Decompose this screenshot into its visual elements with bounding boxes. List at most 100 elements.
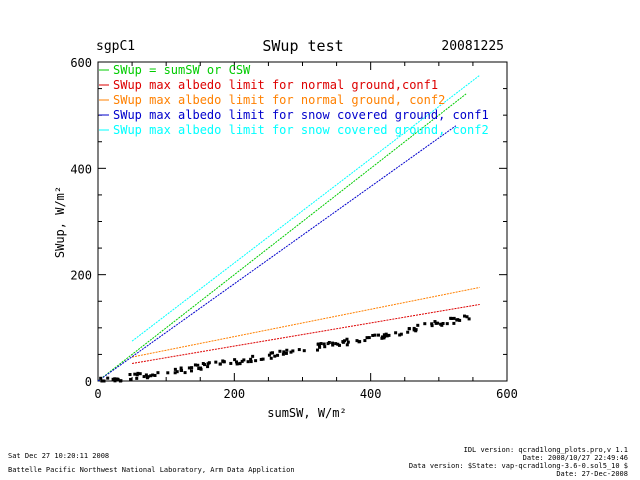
data-point	[133, 372, 137, 376]
data-point	[316, 348, 320, 352]
x-axis-label: sumSW, W/m²	[267, 406, 346, 420]
data-point	[238, 362, 242, 366]
lab-credit: Battelle Pacific Northwest National Labo…	[8, 466, 295, 474]
idl-version: IDL version: qcrad1long_plots.pro,v 1.1	[463, 446, 628, 454]
data-point	[334, 342, 338, 346]
data-point	[183, 371, 187, 375]
data-point	[206, 362, 210, 366]
data-point	[222, 360, 226, 364]
data-point	[271, 351, 275, 355]
data-point	[111, 377, 115, 381]
data-point	[197, 367, 201, 371]
data-point	[382, 336, 386, 340]
data-point	[128, 373, 132, 377]
data-point	[363, 339, 367, 343]
data-point	[173, 367, 177, 371]
data-point	[336, 342, 340, 346]
data-point	[318, 345, 322, 349]
data-point	[394, 331, 398, 335]
data-point	[99, 376, 103, 380]
data-point	[345, 337, 349, 341]
data-point	[135, 376, 139, 380]
data-point	[187, 366, 191, 370]
x-tick-label: 200	[223, 387, 245, 401]
data-point	[149, 374, 153, 378]
data-point	[153, 373, 157, 377]
data-point	[285, 348, 289, 352]
data-point	[302, 349, 306, 353]
data-point	[377, 333, 381, 337]
series-line-1	[131, 303, 480, 364]
data-point	[412, 326, 416, 330]
data-point	[138, 372, 142, 376]
data-point	[284, 351, 288, 355]
data-point	[365, 336, 369, 340]
data-point	[269, 356, 273, 360]
data-point	[445, 322, 449, 326]
data-point	[449, 316, 453, 320]
data-point	[317, 344, 321, 348]
data-point	[240, 359, 244, 363]
data-point	[235, 362, 239, 366]
data-point	[276, 353, 280, 357]
data-point	[458, 318, 462, 322]
data-point	[106, 376, 110, 380]
series-line-4	[131, 74, 481, 342]
data-point	[399, 332, 403, 336]
data-point	[273, 354, 277, 358]
data-point	[355, 339, 359, 343]
data-point	[323, 345, 327, 349]
data-point	[102, 379, 106, 383]
data-point	[193, 363, 197, 367]
data-point	[115, 377, 119, 381]
data-point	[373, 333, 377, 337]
data-point	[254, 359, 258, 363]
data-point	[319, 342, 323, 346]
timestamp: Sat Dec 27 10:20:11 2008	[8, 452, 110, 460]
legend-entry: SWup = sumSW or CSW	[113, 63, 251, 77]
data-point	[341, 340, 345, 344]
data-point	[380, 335, 384, 339]
data-point	[367, 336, 371, 340]
data-point	[452, 321, 456, 325]
legend-entry: SWup max albedo limit for normal ground,…	[113, 93, 445, 107]
data-point	[145, 376, 149, 380]
data-point	[100, 379, 104, 383]
data-point	[214, 360, 218, 364]
data-point	[455, 318, 459, 322]
data-point	[407, 327, 411, 331]
data-point	[203, 363, 207, 367]
data-point	[331, 341, 335, 345]
data-point	[144, 373, 148, 377]
data-point	[430, 322, 434, 326]
data-point	[387, 333, 391, 337]
series-line-2	[131, 286, 480, 358]
data-point	[119, 379, 123, 383]
axes	[97, 61, 508, 382]
data-point	[406, 330, 410, 334]
data-point	[261, 357, 265, 361]
data-point	[259, 357, 263, 361]
data-point	[196, 363, 200, 367]
data-point	[129, 377, 133, 381]
data-point	[382, 333, 386, 337]
data-point	[142, 375, 146, 379]
data-point	[398, 333, 402, 337]
data-point	[414, 328, 418, 332]
data-point	[452, 316, 456, 320]
data-point	[267, 353, 271, 357]
y-tick-label: 600	[70, 56, 92, 70]
data-point	[278, 349, 282, 353]
data-point	[206, 365, 210, 369]
data-point	[384, 332, 388, 336]
data-point	[229, 361, 233, 365]
y-tick-label: 400	[70, 162, 92, 176]
tick-labels: 0 200 400 600 0 200 400 600	[70, 56, 518, 401]
data-point	[463, 314, 467, 318]
data-point	[436, 321, 440, 325]
data-point	[179, 366, 183, 370]
data-point	[343, 339, 347, 343]
data-point	[281, 352, 285, 356]
data-point	[246, 360, 250, 364]
